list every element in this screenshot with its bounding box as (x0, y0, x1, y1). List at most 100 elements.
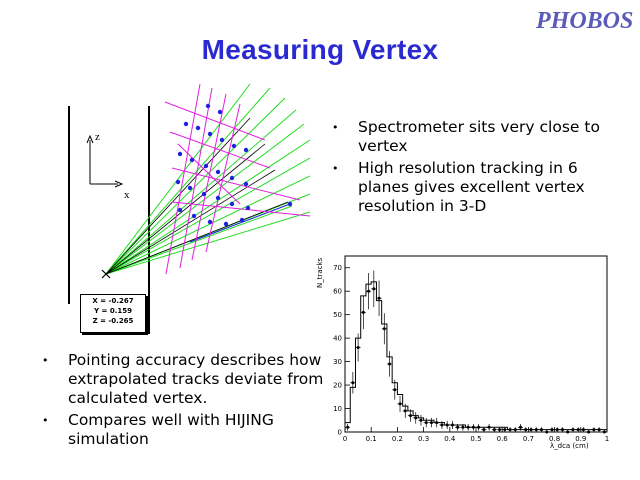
data-point (418, 415, 424, 426)
fitted-track (105, 169, 276, 275)
hit-point (217, 109, 223, 115)
data-point (449, 420, 455, 430)
bullet-item: Compares well with HIJING simulation (42, 411, 332, 449)
detector-plane (177, 143, 241, 205)
y-tick-label: 60 (333, 288, 342, 296)
data-point (397, 395, 403, 412)
data-point (554, 427, 560, 432)
data-point (580, 427, 586, 432)
track-line (105, 84, 251, 275)
data-point (523, 427, 529, 432)
y-axis-ticks: 0 10 20 30 40 50 60 70 (333, 264, 350, 437)
track-line (105, 205, 293, 275)
vertex-tracking-diagram: z x (68, 84, 310, 334)
y-axis-label: N_tracks (316, 257, 324, 288)
data-point (596, 427, 602, 432)
histogram-line (344, 281, 608, 432)
x-tick-label: 0.9 (575, 435, 586, 443)
data-point (575, 427, 581, 432)
fitted-track (189, 203, 291, 243)
hit-point (243, 181, 249, 187)
data-point (371, 270, 377, 308)
axis-z-label: z (95, 131, 100, 143)
data-point (491, 427, 497, 432)
hit-point (219, 137, 225, 143)
x-tick-label: 0.5 (470, 435, 481, 443)
data-point (502, 427, 508, 432)
data-point (387, 351, 393, 377)
x-tick-label: 0.2 (392, 435, 403, 443)
data-point (465, 423, 471, 431)
track-line (105, 157, 310, 275)
data-point (497, 427, 503, 432)
x-tick-label: 0 (343, 435, 347, 443)
detector-plane (169, 131, 271, 169)
data-point (507, 427, 513, 432)
x-tick-label: 0.3 (418, 435, 429, 443)
data-point (533, 427, 539, 432)
data-point (376, 280, 382, 316)
data-point (518, 423, 524, 431)
data-point (402, 403, 408, 418)
bullet-item: Pointing accuracy describes how extrapol… (42, 351, 332, 408)
x-tick-label: 0.4 (444, 435, 456, 443)
hit-point (203, 163, 209, 169)
data-point (413, 412, 419, 424)
data-point (591, 427, 597, 432)
hit-point (223, 221, 229, 227)
track-line (105, 87, 271, 275)
data-point (481, 427, 487, 432)
track-line (105, 97, 286, 275)
data-point (434, 417, 440, 428)
vertex-z: Z = -0.265 (92, 317, 134, 325)
hit-point (183, 121, 189, 127)
y-tick-label: 30 (333, 358, 342, 366)
data-point (345, 423, 351, 431)
detector-plane (171, 167, 301, 201)
data-point (559, 427, 565, 432)
data-point (486, 423, 492, 431)
data-point (423, 417, 429, 428)
histogram-series (344, 281, 608, 432)
hit-point (215, 195, 221, 201)
pointing-accuracy-histogram: 0 10 20 30 40 50 60 70 0 0.1 0.2 0.3 0.4 0.5 0.6 0.7 0.… (316, 255, 609, 450)
fitted-track (105, 117, 251, 275)
hit-point (215, 169, 221, 175)
right-bullet-list: Spectrometer sits very close to vertex H… (332, 118, 632, 219)
vertex-y: Y = 0.159 (94, 307, 132, 315)
y-tick-label: 40 (333, 335, 342, 343)
vertex-x: X = -0.267 (92, 297, 134, 305)
hit-point (205, 103, 211, 109)
data-point (408, 409, 413, 422)
track-line (105, 139, 310, 275)
hit-point (207, 219, 213, 225)
data-point (381, 313, 387, 345)
data-point (355, 333, 361, 362)
data-point (586, 429, 592, 434)
hit-point (239, 217, 245, 223)
y-tick-label: 50 (333, 311, 342, 319)
hit-point (175, 179, 181, 185)
hit-point (195, 125, 201, 131)
y-tick-label: 10 (333, 405, 342, 413)
data-point (460, 423, 466, 431)
data-point (565, 429, 571, 434)
hit-point (207, 131, 213, 137)
data-points-series (345, 270, 607, 434)
hit-point (245, 205, 251, 211)
track-line (105, 175, 310, 275)
phobos-logo: PHOBOS (535, 8, 633, 34)
hit-point (177, 207, 183, 213)
bullet-item: Spectrometer sits very close to vertex (332, 118, 632, 156)
data-point (444, 420, 450, 430)
data-point (549, 427, 555, 432)
data-point (512, 427, 518, 432)
track-hits (175, 103, 293, 227)
x-tick-label: 1 (605, 435, 609, 443)
axis-indicator: z x (86, 131, 130, 201)
data-point (350, 371, 356, 394)
data-point (366, 273, 372, 310)
data-point (539, 427, 544, 432)
data-point (455, 423, 461, 431)
y-tick-label: 70 (333, 264, 342, 272)
